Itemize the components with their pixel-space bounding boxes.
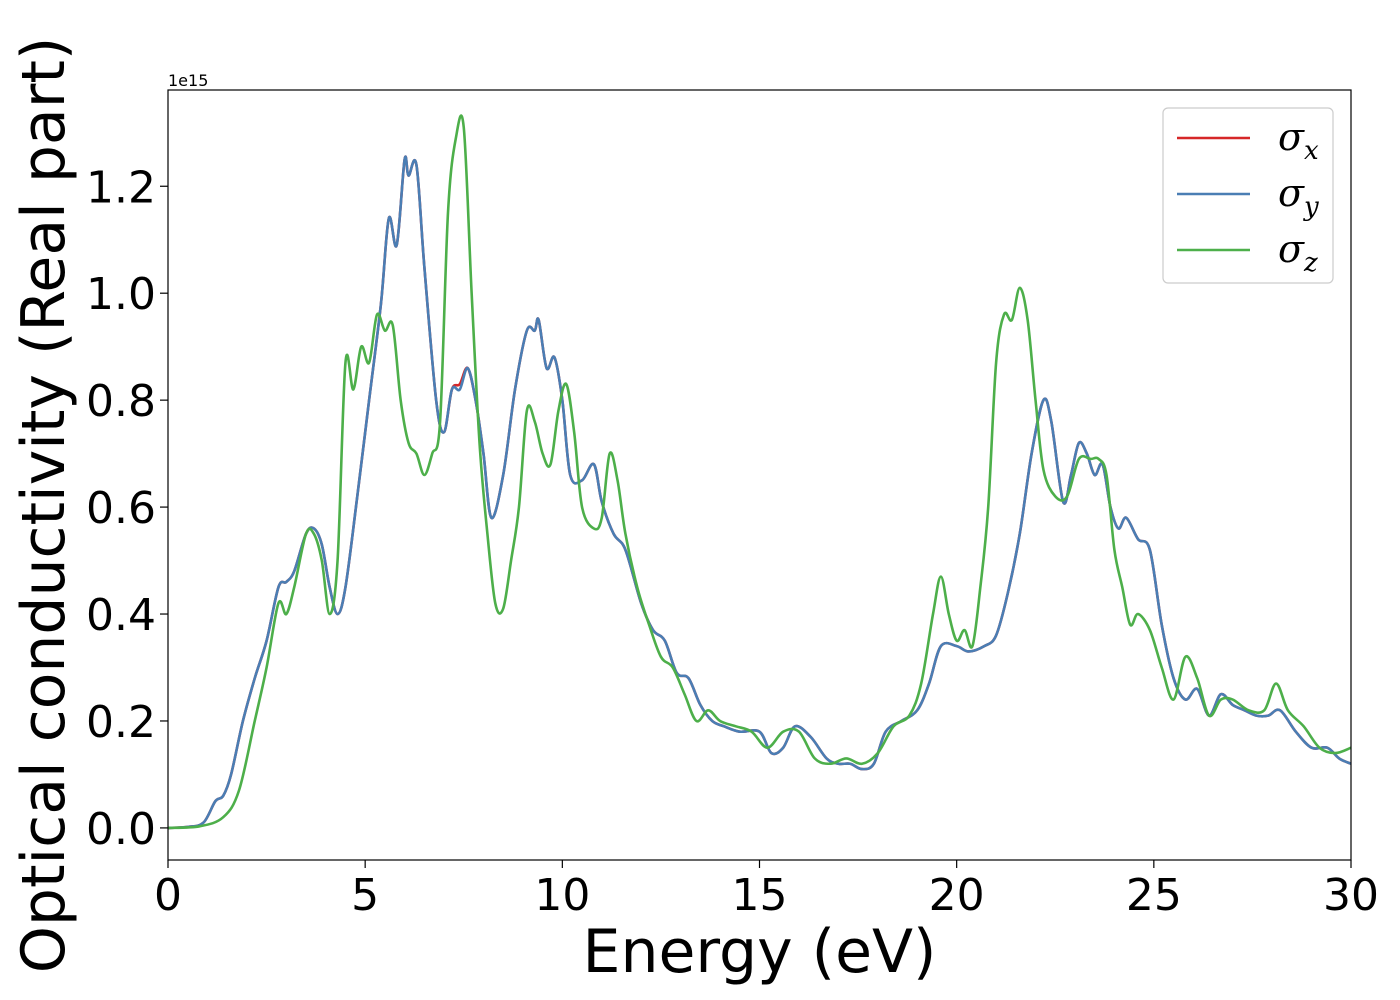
series-line-y [168, 155, 1351, 830]
x-axis-ticks: 0 5 10 15 20 25 30 [154, 860, 1379, 921]
x-tick-label: 10 [534, 870, 590, 921]
x-axis-label: Energy (eV) [583, 917, 937, 987]
x-tick-label: 5 [351, 870, 379, 921]
x-tick-label: 25 [1126, 870, 1182, 921]
legend-label-base: σ [1278, 115, 1305, 159]
y-tick-label: 0.0 [86, 804, 156, 855]
y-tick-label: 0.8 [86, 376, 156, 427]
legend-label-base: σ [1278, 227, 1305, 271]
y-axis-label: Optical conductivity (Real part) [9, 37, 79, 974]
legend-box [1162, 107, 1334, 284]
y-axis-offset-text: 1e15 [168, 71, 208, 90]
legend-label-z: σz [1278, 227, 1318, 278]
legend-label-y: σy [1278, 171, 1319, 222]
legend-label-subscript: x [1304, 136, 1319, 166]
y-tick-label: 0.2 [86, 697, 156, 748]
x-tick-label: 15 [732, 870, 788, 921]
series-layer [168, 114, 1351, 830]
legend-label-subscript: z [1303, 248, 1318, 278]
x-tick-label: 30 [1323, 870, 1379, 921]
y-tick-label: 1.0 [86, 269, 156, 320]
y-axis-ticks: 0.0 0.2 0.4 0.6 0.8 1.0 1.2 [86, 162, 168, 855]
y-tick-label: 1.2 [86, 162, 156, 213]
x-tick-label: 20 [929, 870, 985, 921]
y-tick-label: 0.6 [86, 483, 156, 534]
series-line-z [168, 114, 1351, 830]
y-tick-label: 0.4 [86, 590, 156, 641]
legend-label-base: σ [1278, 171, 1305, 215]
x-tick-label: 0 [154, 870, 182, 921]
legend-label-x: σx [1278, 115, 1319, 166]
legend-label-subscript: y [1303, 192, 1319, 222]
